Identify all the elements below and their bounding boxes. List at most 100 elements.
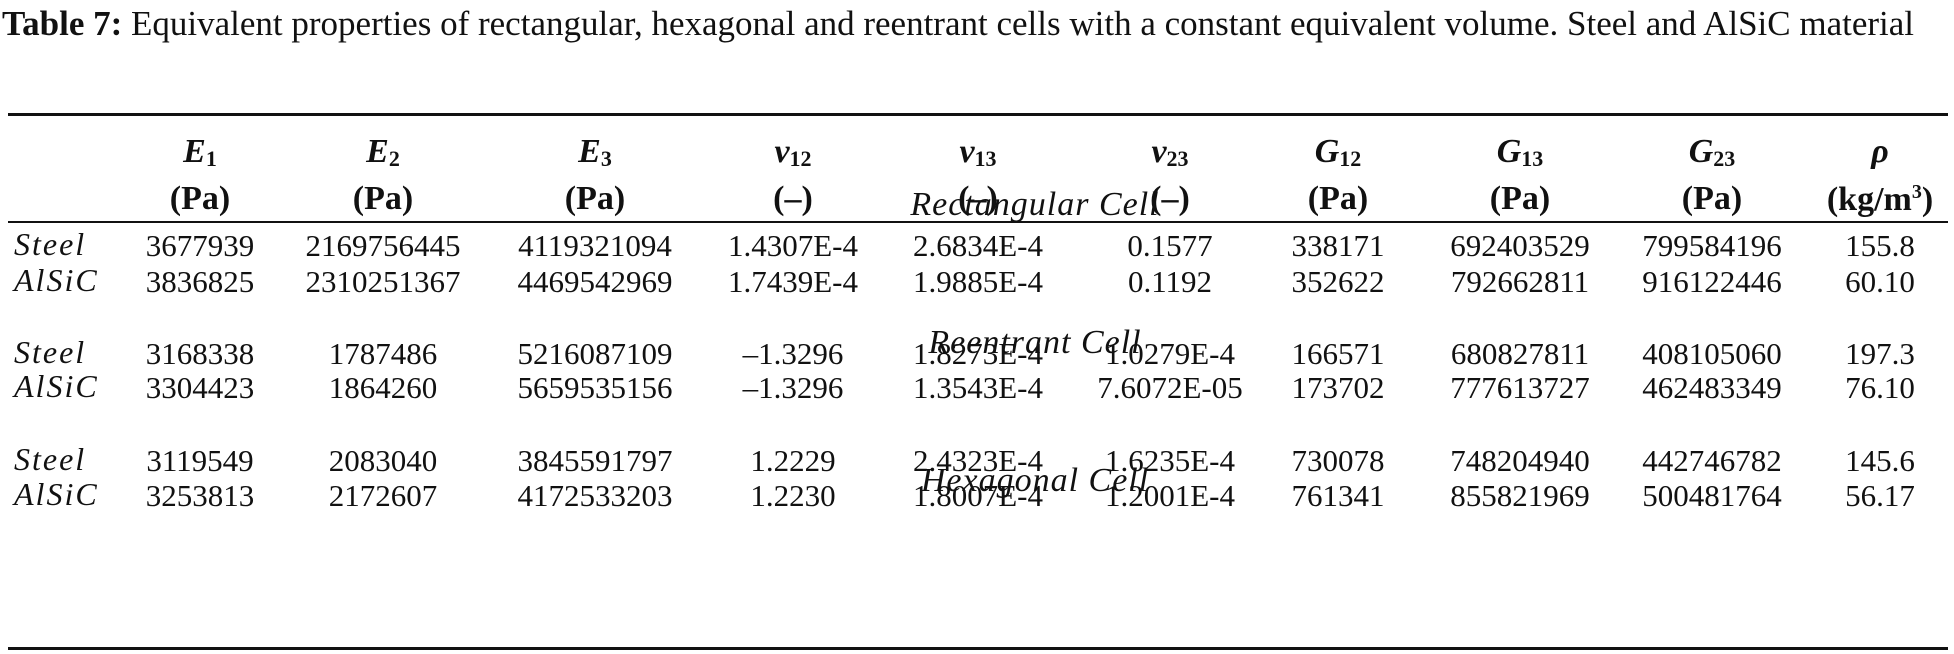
column-header: ν12 (–) (773, 132, 813, 219)
table-cell: 0.1577 (1127, 228, 1213, 263)
table-header-rule (8, 221, 1948, 223)
table-cell: 155.8 (1845, 228, 1915, 263)
column-symbol: ν12 (774, 133, 812, 171)
unit-superscript: 3 (1911, 181, 1922, 203)
table-cell: 5216087109 (517, 336, 673, 371)
column-symbol: E2 (366, 133, 400, 171)
column-subscript: 23 (1713, 146, 1736, 171)
table-cell: 1.2001E-4 (1104, 478, 1236, 513)
column-subscript: 13 (1521, 146, 1544, 171)
column-header: E1 (Pa) (170, 132, 230, 219)
column-subscript: 23 (1166, 146, 1189, 171)
table-cell: 777613727 (1450, 370, 1590, 405)
column-unit: (–) (773, 180, 813, 217)
table-caption-text: Equivalent properties of rectangular, he… (122, 4, 1915, 43)
table-cell: –1.3296 (742, 370, 844, 405)
column-subscript: 12 (1339, 146, 1362, 171)
column-header: G13 (Pa) (1490, 132, 1550, 219)
material-label: Steel (14, 441, 87, 477)
table-cell: 2.4323E-4 (912, 443, 1044, 478)
section-title: Reentrant Cell (928, 324, 1142, 361)
table-cell: 2169756445 (305, 228, 461, 263)
table-cell: 60.10 (1845, 264, 1915, 299)
column-subscript: 13 (974, 146, 997, 171)
table-cell: 1.7439E-4 (727, 264, 859, 299)
table-cell: 692403529 (1450, 228, 1590, 263)
table-cell: 197.3 (1845, 336, 1915, 371)
table-cell: 916122446 (1642, 264, 1782, 299)
table-cell: 7.6072E-05 (1097, 370, 1243, 405)
column-symbol: G12 (1314, 133, 1362, 171)
table-cell: 1.4307E-4 (727, 228, 859, 263)
column-unit: (Pa) (1307, 180, 1369, 217)
table-cell: 3304423 (145, 370, 255, 405)
table-cell: 1.9885E-4 (912, 264, 1044, 299)
table-cell: 56.17 (1845, 478, 1915, 513)
table-cell: 500481764 (1642, 478, 1782, 513)
table-cell: 442746782 (1642, 443, 1782, 478)
column-unit: (–) (1150, 180, 1190, 217)
table-cell: 145.6 (1845, 443, 1915, 478)
table-cell: 173702 (1291, 370, 1385, 405)
column-symbol: ν13 (959, 133, 997, 171)
column-unit: (–) (958, 180, 998, 217)
column-header: E3 (Pa) (565, 132, 625, 219)
table-cell: 1787486 (328, 336, 438, 371)
material-label: Steel (14, 226, 87, 262)
column-subscript: 12 (789, 146, 812, 171)
column-symbol: ν23 (1151, 133, 1189, 171)
material-label: Steel (14, 334, 87, 370)
column-symbol: ρ (1871, 133, 1889, 170)
table-cell: 1.6235E-4 (1104, 443, 1236, 478)
column-subscript: 1 (205, 146, 217, 171)
table-cell: 3677939 (145, 228, 255, 263)
table-cell: 1864260 (328, 370, 438, 405)
table-cell: 352622 (1291, 264, 1385, 299)
table-cell: 2083040 (328, 443, 438, 478)
table-top-rule (8, 113, 1948, 116)
table-cell: 0.1192 (1127, 264, 1213, 299)
section-title: Hexagonal Cell (920, 462, 1150, 499)
table-cell: 1.2229 (750, 443, 836, 478)
table-cell: 5659535156 (517, 370, 673, 405)
table-cell: 1.0279E-4 (1104, 336, 1236, 371)
table-cell: 1.2230 (750, 478, 836, 513)
table-cell: 3845591797 (517, 443, 673, 478)
column-header: E2 (Pa) (353, 132, 413, 219)
table-cell: 3168338 (145, 336, 255, 371)
table-cell: 792662811 (1450, 264, 1590, 299)
table-cell: 4469542969 (517, 264, 673, 299)
column-unit: (Pa) (1681, 180, 1743, 217)
table-cell: 4172533203 (517, 478, 673, 513)
column-symbol: G13 (1496, 133, 1544, 171)
section-title: Rectangular Cell (910, 186, 1160, 223)
table-cell: 680827811 (1450, 336, 1590, 371)
table-cell: 730078 (1291, 443, 1385, 478)
column-header: G23 (Pa) (1682, 132, 1742, 219)
table-cell: 855821969 (1450, 478, 1590, 513)
table-cell: 3119549 (146, 443, 254, 478)
table-cell: 2172607 (328, 478, 438, 513)
table-cell: –1.3296 (742, 336, 844, 371)
table-bottom-rule (8, 647, 1948, 650)
material-label: AlSiC (14, 476, 99, 512)
table-caption: Table 7: Equivalent properties of rectan… (2, 2, 1947, 46)
table-cell: 1.8007E-4 (912, 478, 1044, 513)
table-cell: 1.8273E-4 (912, 336, 1044, 371)
column-unit: (Pa) (169, 180, 231, 217)
column-header: G12 (Pa) (1308, 132, 1368, 219)
table-cell: 338171 (1291, 228, 1385, 263)
column-unit: (Pa) (564, 180, 626, 217)
table-caption-label: Table 7: (2, 4, 123, 43)
column-subscript: 2 (388, 146, 400, 171)
column-symbol: E1 (183, 133, 217, 171)
column-unit: (Pa) (1489, 180, 1551, 217)
table-cell: 4119321094 (518, 228, 672, 263)
column-header: ρ (kg/m3) (1827, 132, 1933, 220)
table-cell: 748204940 (1450, 443, 1590, 478)
column-header: ν23 (–) (1150, 132, 1190, 219)
table-cell: 166571 (1291, 336, 1385, 371)
table-cell: 2310251367 (305, 264, 461, 299)
table-cell: 3836825 (145, 264, 255, 299)
